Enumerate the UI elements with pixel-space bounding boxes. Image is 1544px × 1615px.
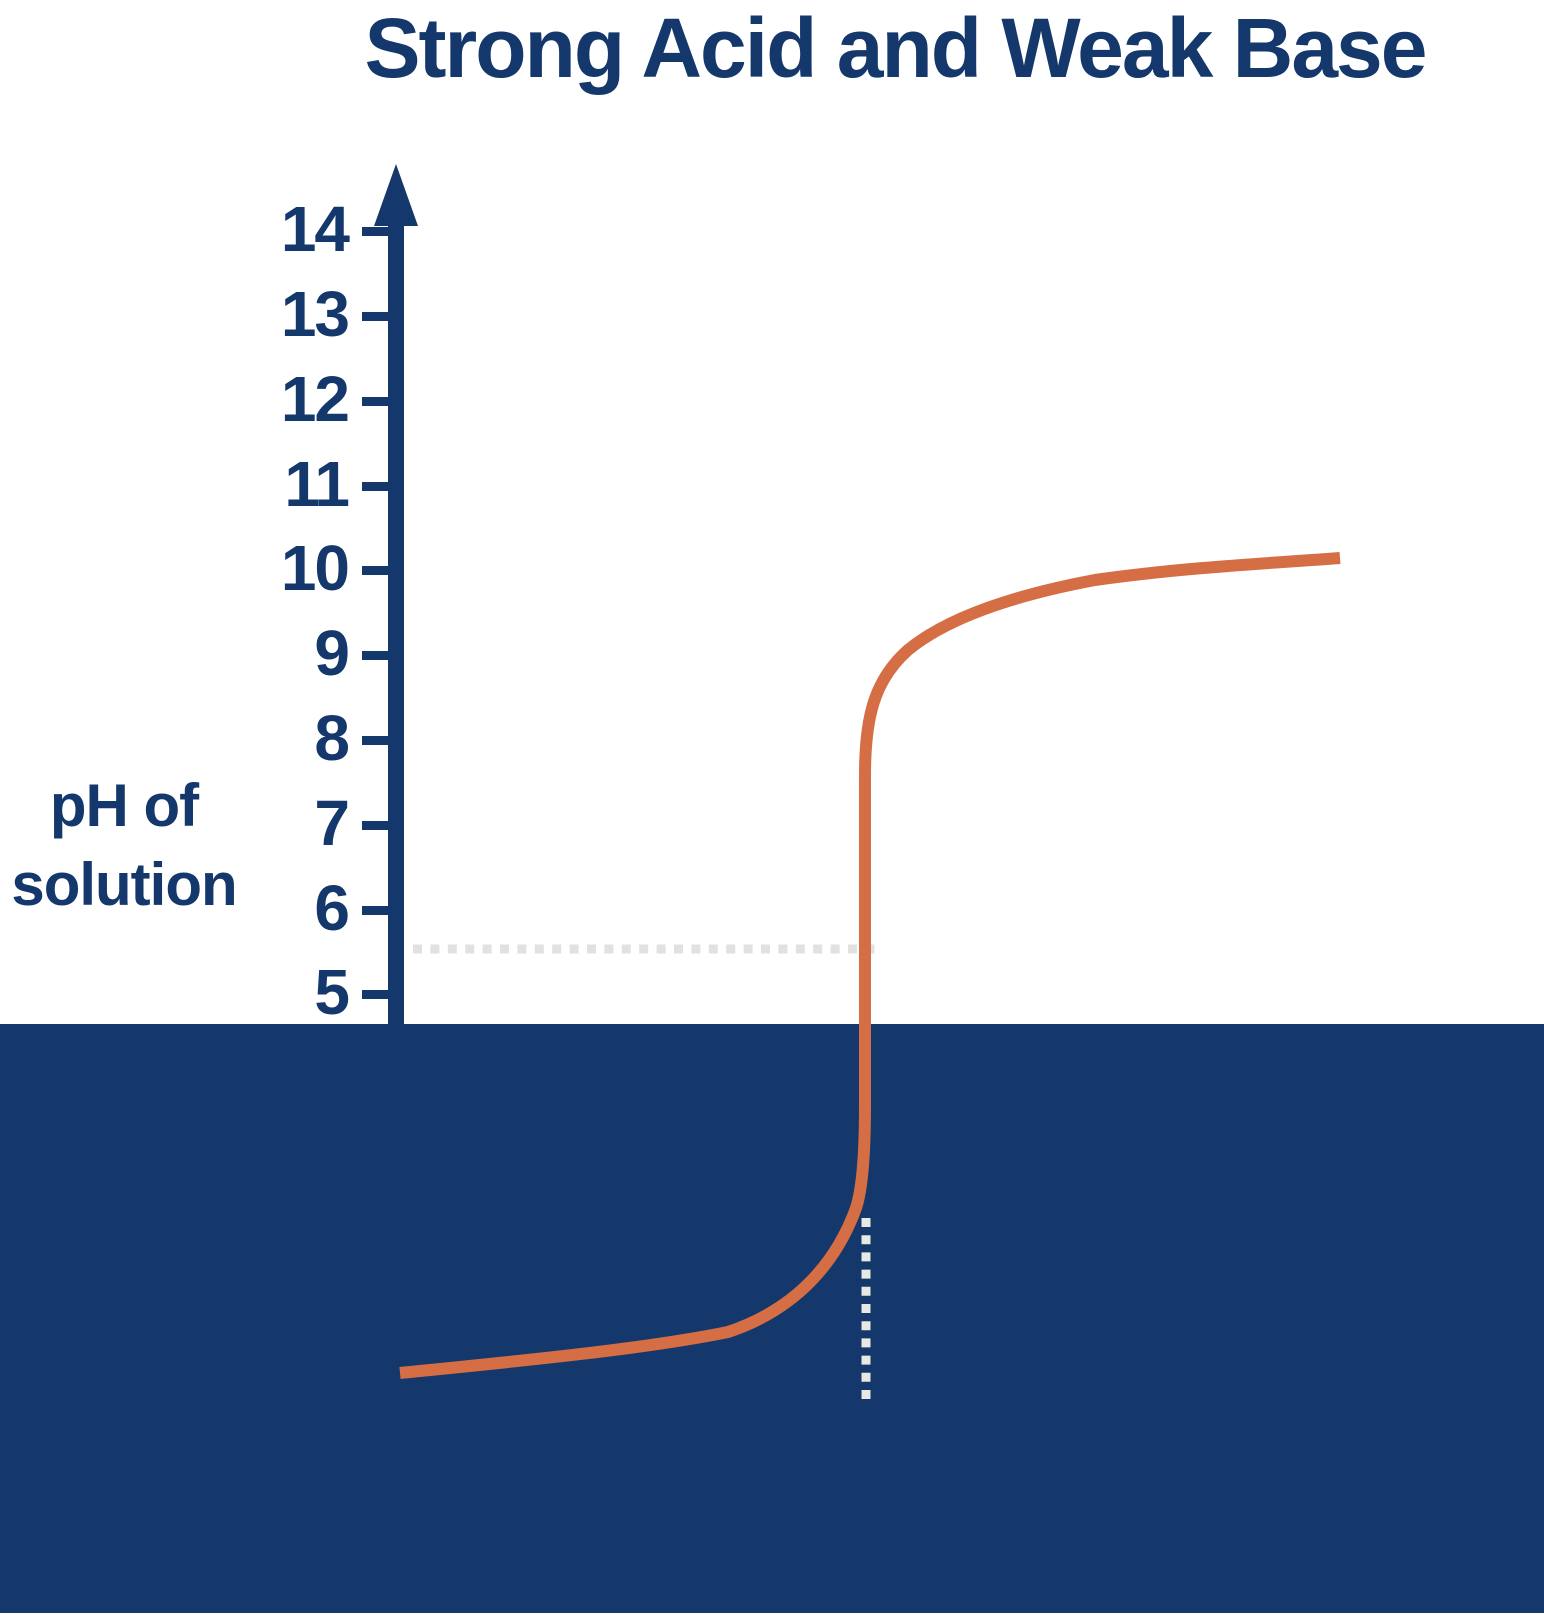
tick-label-9: 9 bbox=[314, 617, 350, 689]
y-axis-label: pH of solution bbox=[0, 766, 248, 924]
tick-label-13: 13 bbox=[280, 278, 350, 350]
y-axis-line bbox=[388, 212, 404, 1024]
chart-title: Strong Acid and Weak Base bbox=[364, 1, 1428, 95]
y-axis-label-line1: pH of bbox=[49, 772, 199, 839]
y-axis-tick-labels: 14 13 12 11 10 9 8 7 6 5 bbox=[150, 0, 350, 1100]
tick-label-8: 8 bbox=[314, 702, 350, 774]
tick-mark-14 bbox=[362, 227, 389, 236]
tick-label-14: 14 bbox=[280, 193, 350, 265]
y-axis-tick-marks bbox=[362, 227, 389, 999]
y-axis-label-line2: solution bbox=[11, 851, 237, 918]
tick-mark-8 bbox=[362, 736, 389, 745]
tick-mark-11 bbox=[362, 482, 389, 491]
tick-label-12: 12 bbox=[280, 363, 350, 435]
tick-mark-12 bbox=[362, 397, 389, 406]
tick-mark-5 bbox=[362, 990, 389, 999]
tick-mark-6 bbox=[362, 906, 389, 915]
tick-mark-9 bbox=[362, 651, 389, 660]
tick-mark-7 bbox=[362, 821, 389, 830]
y-axis-arrowhead-icon bbox=[374, 164, 418, 226]
tick-label-6: 6 bbox=[314, 872, 350, 944]
tick-label-7: 7 bbox=[314, 787, 350, 859]
tick-mark-10 bbox=[362, 566, 389, 575]
tick-label-5: 5 bbox=[314, 956, 350, 1028]
tick-label-11: 11 bbox=[284, 448, 350, 520]
tick-label-10: 10 bbox=[280, 532, 350, 604]
bottom-navy-band bbox=[0, 1024, 1544, 1613]
tick-mark-13 bbox=[362, 312, 389, 321]
